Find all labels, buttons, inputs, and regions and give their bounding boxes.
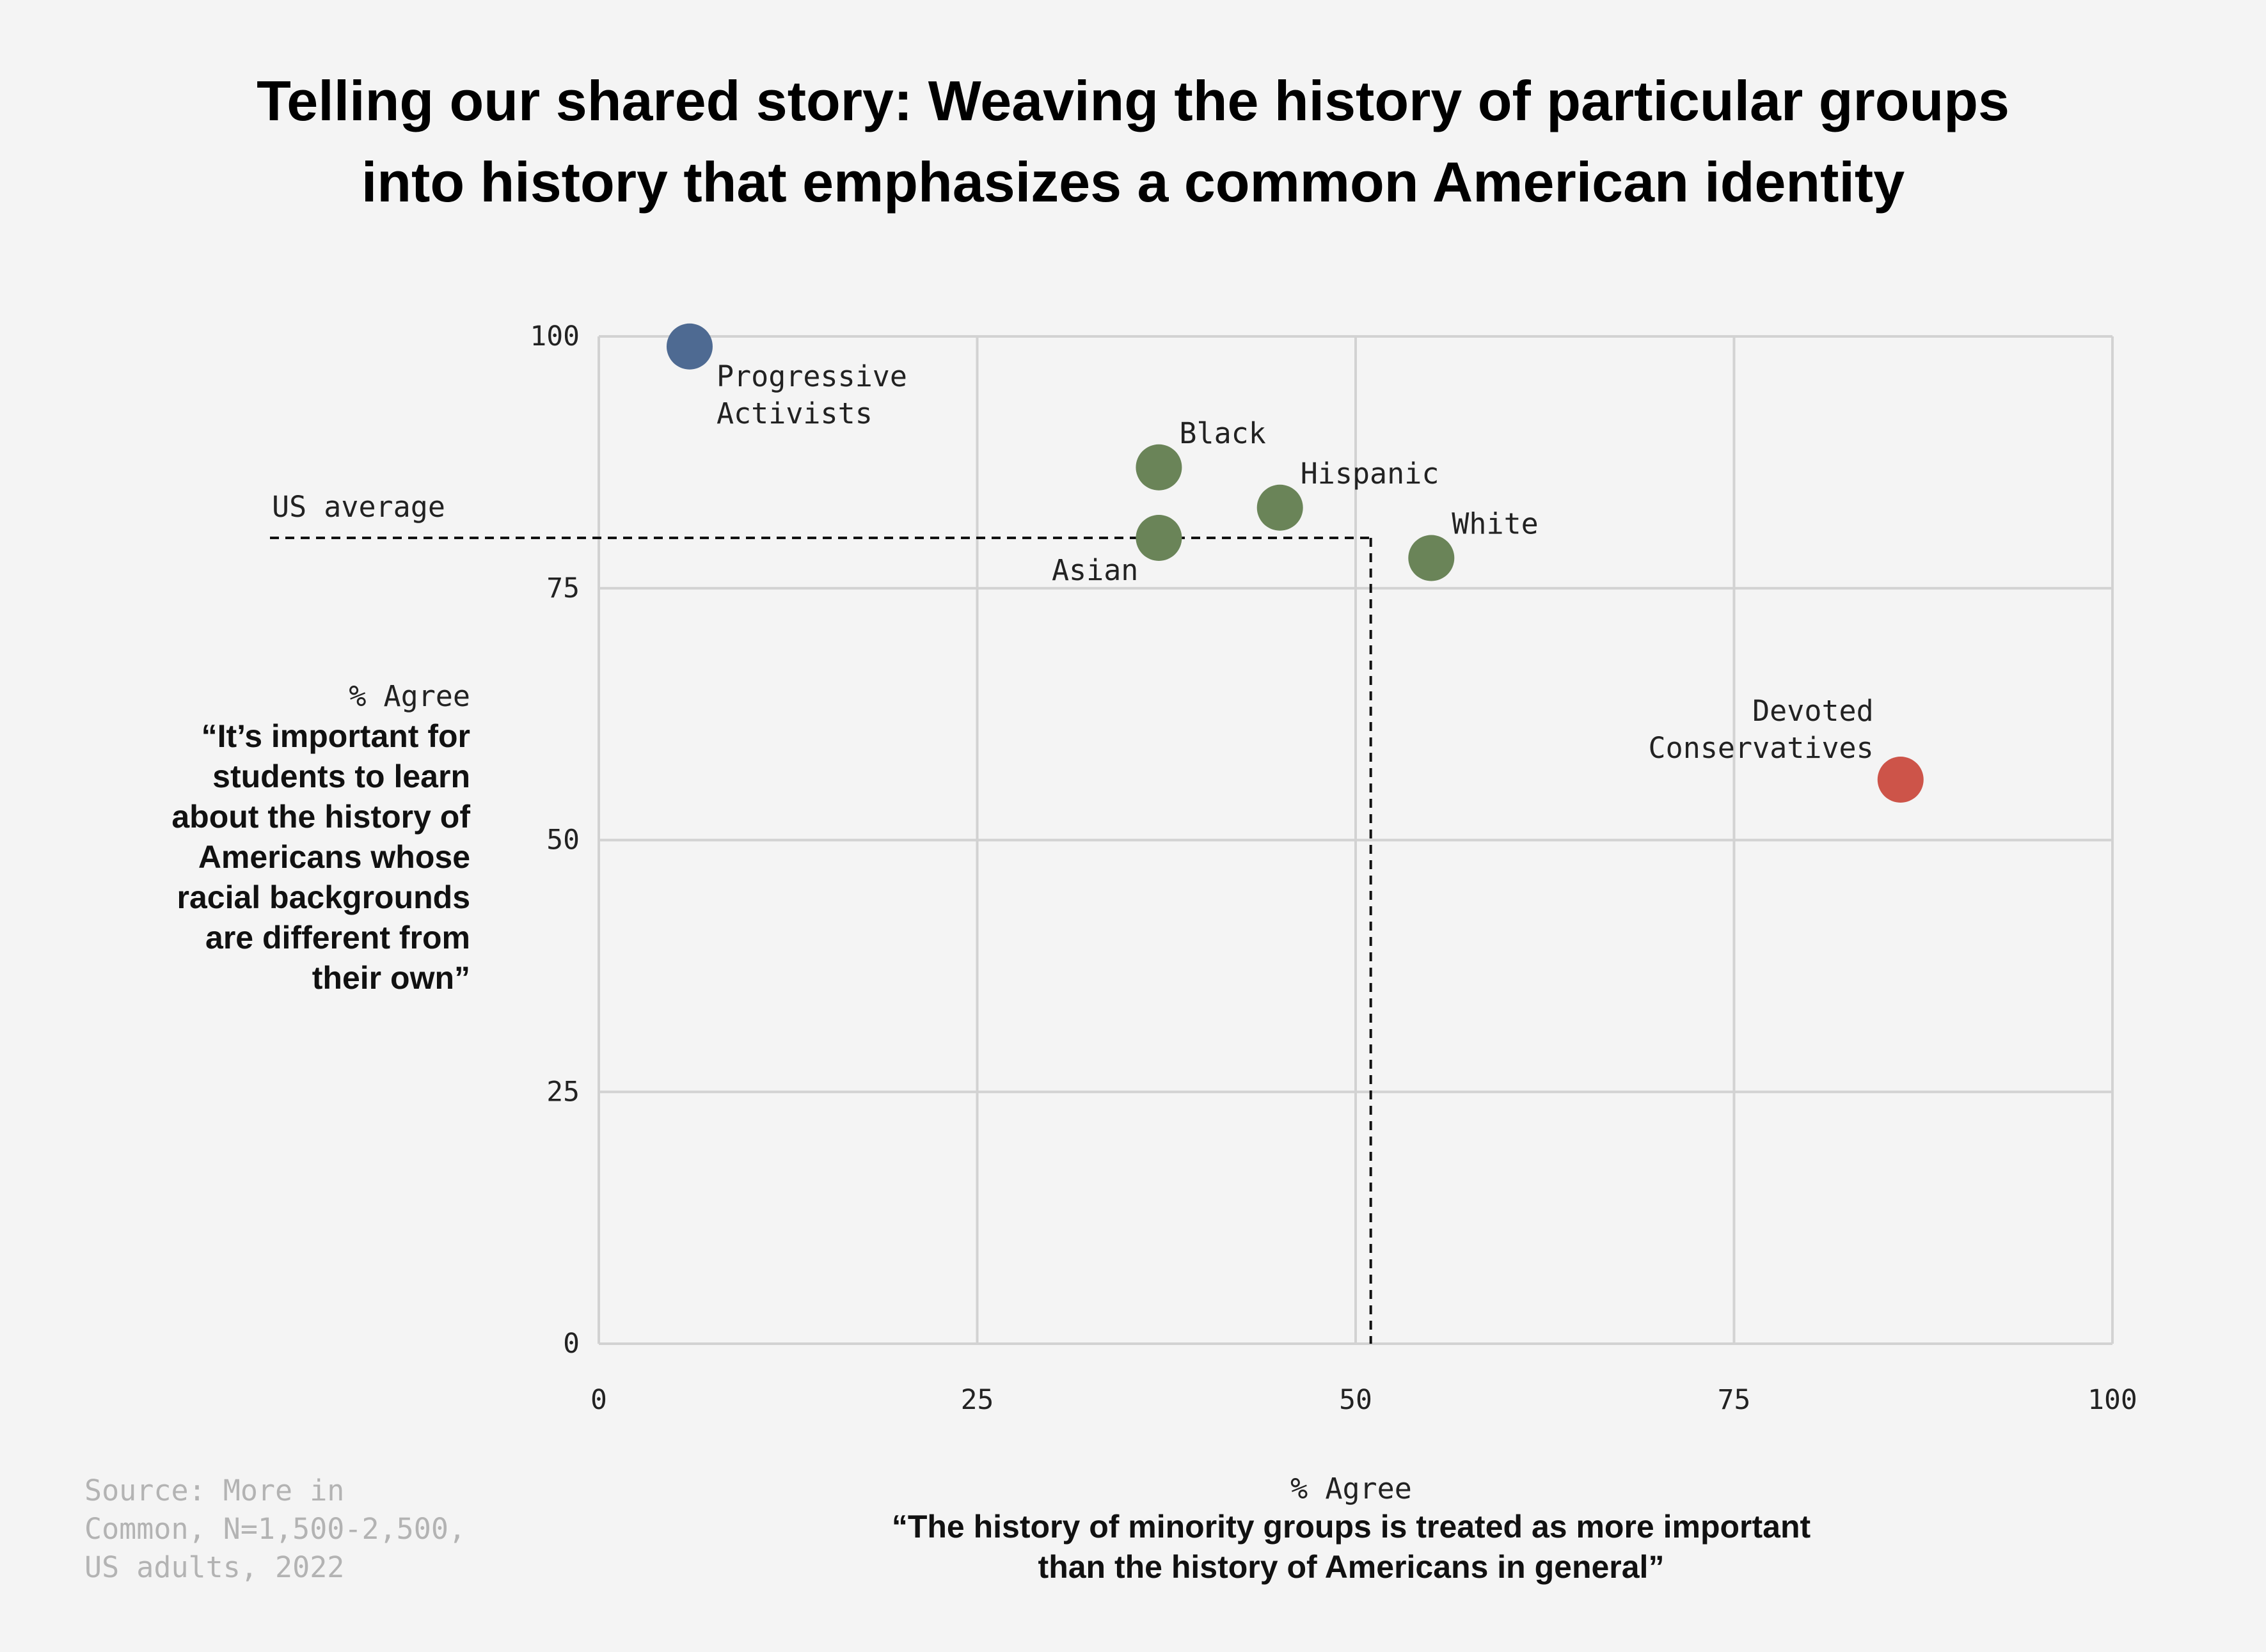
x-axis-label-top: % Agree xyxy=(1290,1472,1412,1506)
x-axis-label-quote-line: than the history of Americans in general… xyxy=(1038,1549,1665,1585)
y-axis-label-quote-line: their own” xyxy=(312,960,470,996)
gridlines xyxy=(598,335,2114,1345)
chart-title-line-2: into history that emphasizes a common Am… xyxy=(361,150,1905,214)
data-point-label: Devoted xyxy=(1752,694,1874,728)
data-point xyxy=(1136,515,1182,561)
axis-ticks: 0 25 50 75 100 0 25 50 75 100 xyxy=(530,320,2137,1416)
y-axis-label-quote-line: racial backgrounds xyxy=(177,879,471,915)
x-tick-label: 0 xyxy=(590,1384,607,1416)
source-note-line: US adults, 2022 xyxy=(84,1550,344,1584)
y-tick-label: 75 xyxy=(546,572,580,604)
y-axis-label-top: % Agree xyxy=(349,679,470,713)
us-average-label: US average xyxy=(272,490,445,524)
chart-title-line-1: Telling our shared story: Weaving the hi… xyxy=(257,69,2009,132)
y-tick-label: 0 xyxy=(563,1328,580,1360)
y-tick-label: 100 xyxy=(530,320,580,352)
y-tick-label: 25 xyxy=(546,1076,580,1108)
source-note: Source: More in Common, N=1,500-2,500, US … xyxy=(84,1474,466,1584)
data-point-label: Activists xyxy=(717,397,873,430)
y-axis-label: % Agree “It’s important for students to le… xyxy=(171,679,470,996)
data-point xyxy=(1136,444,1182,491)
x-axis-label-quote-line: “The history of minority groups is treat… xyxy=(892,1509,1811,1545)
data-point xyxy=(1877,757,1924,803)
data-point-label: Hispanic xyxy=(1301,457,1439,491)
data-point xyxy=(1256,484,1303,531)
chart-title: Telling our shared story: Weaving the hi… xyxy=(257,69,2009,214)
source-note-line: Common, N=1,500-2,500, xyxy=(84,1512,466,1546)
data-point xyxy=(1408,535,1455,581)
y-axis-label-quote-line: “It’s important for xyxy=(202,718,470,754)
x-tick-label: 50 xyxy=(1339,1384,1372,1416)
data-point xyxy=(666,323,713,370)
y-tick-label: 50 xyxy=(546,824,580,856)
y-axis-label-quote-line: Americans whose xyxy=(198,839,470,875)
source-note-line: Source: More in xyxy=(84,1474,344,1507)
x-tick-label: 100 xyxy=(2088,1384,2137,1416)
us-average-lines: US average xyxy=(270,490,1372,1344)
x-axis-label: % Agree“The history of minority groups i… xyxy=(892,1472,1811,1585)
y-axis-label-quote-line: about the history of xyxy=(171,799,470,835)
y-axis-label-quote-line: are different from xyxy=(205,920,470,956)
x-tick-label: 25 xyxy=(961,1384,994,1416)
data-points: Progressive Activists Black Hispanic Asian Wh… xyxy=(666,323,1924,803)
data-point-label: Progressive xyxy=(717,359,907,393)
x-tick-label: 75 xyxy=(1718,1384,1751,1416)
data-point-label: Asian xyxy=(1052,553,1138,587)
data-point-label: Black xyxy=(1179,416,1265,450)
y-axis-label-quote-line: students to learn xyxy=(212,759,470,794)
data-point-label: Conservatives xyxy=(1649,731,1874,765)
data-point-label: White xyxy=(1452,507,1538,541)
